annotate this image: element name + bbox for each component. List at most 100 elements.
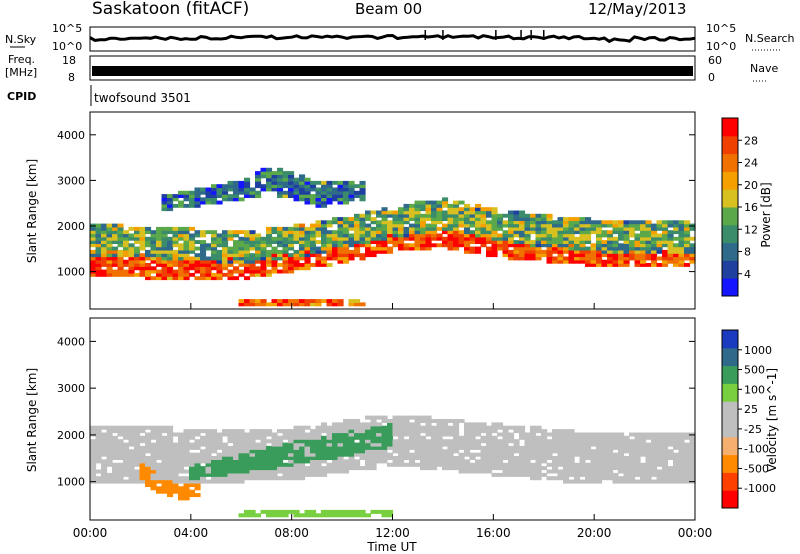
range-gate-cell bbox=[557, 449, 564, 454]
range-gate-cell bbox=[233, 253, 240, 258]
y-tick-label: 3000 bbox=[57, 382, 85, 395]
range-gate-cell bbox=[667, 439, 674, 444]
range-gate-cell bbox=[123, 469, 130, 474]
range-gate-cell bbox=[596, 249, 603, 254]
range-gate-cell bbox=[480, 449, 487, 454]
range-gate-cell bbox=[194, 187, 201, 192]
range-gate-cell bbox=[244, 449, 251, 454]
range-gate-cell bbox=[623, 439, 630, 444]
range-gate-cell bbox=[123, 233, 130, 238]
range-gate-cell bbox=[293, 190, 300, 195]
range-gate-cell bbox=[497, 213, 504, 218]
range-gate-cell bbox=[557, 452, 564, 457]
range-gate-cell bbox=[277, 167, 284, 172]
range-gate-cell bbox=[332, 456, 339, 460]
range-gate-cell bbox=[557, 256, 564, 261]
range-gate-cell bbox=[343, 249, 350, 254]
range-gate-cell bbox=[370, 230, 377, 235]
range-gate-cell bbox=[244, 177, 251, 182]
range-gate-cell bbox=[233, 442, 240, 447]
range-gate-cell bbox=[183, 246, 190, 251]
range-gate-cell bbox=[277, 194, 284, 198]
range-gate-cell bbox=[101, 259, 108, 264]
range-gate-cell bbox=[260, 236, 267, 241]
range-gate-cell bbox=[134, 240, 141, 244]
range-gate-cell bbox=[222, 187, 229, 192]
range-gate-cell bbox=[117, 233, 124, 238]
range-gate-cell bbox=[442, 449, 449, 454]
range-gate-cell bbox=[612, 459, 619, 464]
range-gate-cell bbox=[546, 469, 553, 474]
range-gate-cell bbox=[161, 203, 168, 208]
range-gate-cell bbox=[271, 256, 278, 261]
range-gate-cell bbox=[398, 452, 405, 457]
range-gate-cell bbox=[194, 456, 201, 460]
range-gate-cell bbox=[381, 220, 388, 225]
range-gate-cell bbox=[150, 259, 157, 264]
range-gate-cell bbox=[530, 226, 537, 231]
range-gate-cell bbox=[260, 256, 267, 261]
range-gate-cell bbox=[585, 249, 592, 254]
range-gate-cell bbox=[95, 236, 102, 241]
range-gate-cell bbox=[205, 469, 212, 474]
range-gate-cell bbox=[651, 452, 658, 457]
range-gate-cell bbox=[359, 452, 366, 457]
range-gate-cell bbox=[623, 442, 630, 447]
freq-left-tick-top: 18 bbox=[62, 54, 76, 67]
range-gate-cell bbox=[645, 263, 652, 267]
range-gate-cell bbox=[189, 226, 196, 231]
range-gate-cell bbox=[447, 456, 454, 460]
range-gate-cell bbox=[288, 253, 295, 258]
range-gate-cell bbox=[233, 230, 240, 235]
range-gate-cell bbox=[150, 230, 157, 235]
range-gate-cell bbox=[370, 459, 377, 464]
range-gate-cell bbox=[117, 429, 124, 434]
range-gate-cell bbox=[288, 230, 295, 235]
range-gate-cell bbox=[634, 472, 641, 477]
colorbar-segment bbox=[722, 347, 738, 367]
range-gate-cell bbox=[629, 469, 636, 474]
range-gate-cell bbox=[326, 200, 333, 205]
range-gate-cell bbox=[321, 203, 328, 208]
range-gate-cell bbox=[359, 223, 366, 228]
range-gate-cell bbox=[568, 249, 575, 254]
range-gate-cell bbox=[216, 236, 223, 241]
range-gate-cell bbox=[189, 469, 196, 474]
range-gate-cell bbox=[513, 472, 520, 477]
range-gate-cell bbox=[172, 263, 179, 267]
y-tick-label: 2000 bbox=[57, 220, 85, 233]
range-gate-cell bbox=[156, 469, 163, 474]
range-gate-cell bbox=[530, 429, 537, 434]
range-gate-cell bbox=[535, 249, 542, 254]
range-gate-cell bbox=[519, 226, 526, 231]
range-gate-cell bbox=[271, 269, 278, 274]
range-gate-cell bbox=[326, 429, 333, 434]
range-gate-cell bbox=[579, 233, 586, 238]
range-gate-cell bbox=[244, 269, 251, 274]
range-gate-cell bbox=[590, 466, 597, 471]
range-gate-cell bbox=[673, 236, 680, 241]
range-gate-cell bbox=[288, 233, 295, 238]
range-gate-cell bbox=[200, 439, 207, 444]
range-gate-cell bbox=[678, 246, 685, 251]
range-gate-cell bbox=[491, 445, 498, 450]
range-gate-cell bbox=[442, 230, 449, 235]
range-gate-cell bbox=[189, 263, 196, 267]
range-gate-cell bbox=[227, 180, 234, 185]
range-gate-cell bbox=[178, 249, 185, 254]
range-gate-cell bbox=[326, 302, 333, 307]
colorbar-tick-label: 28 bbox=[744, 134, 758, 147]
range-gate-cell bbox=[266, 509, 273, 514]
range-gate-cell bbox=[222, 236, 229, 241]
range-gate-cell bbox=[579, 435, 586, 440]
range-gate-cell bbox=[172, 243, 179, 248]
range-gate-cell bbox=[211, 472, 218, 477]
range-gate-cell bbox=[150, 445, 157, 450]
range-gate-cell bbox=[667, 233, 674, 238]
range-gate-cell bbox=[216, 456, 223, 460]
range-gate-cell bbox=[656, 479, 663, 484]
range-gate-cell bbox=[343, 184, 350, 189]
range-gate-cell bbox=[530, 435, 537, 440]
range-gate-cell bbox=[249, 194, 256, 198]
range-gate-cell bbox=[689, 226, 696, 231]
